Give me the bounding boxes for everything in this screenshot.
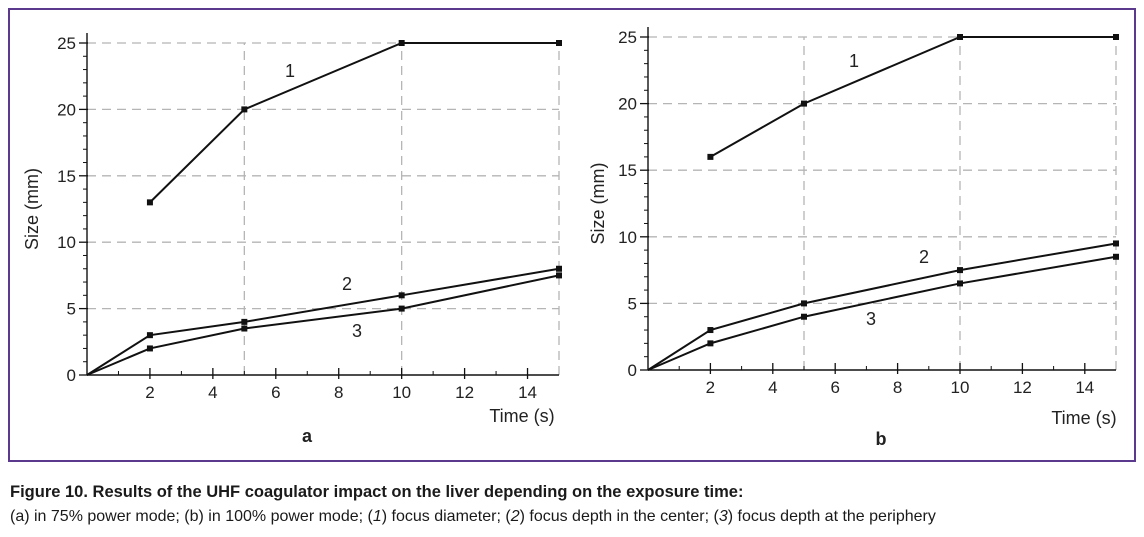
series-line-2 — [647, 242, 1117, 371]
data-point-series-1 — [1113, 34, 1119, 40]
series-label-2: 2 — [919, 247, 929, 267]
y-tick-label: 0 — [67, 366, 76, 385]
data-point-series-3 — [146, 345, 153, 352]
series-line-1 — [709, 36, 1116, 158]
data-point-series-3 — [957, 280, 963, 287]
data-point-series-1 — [146, 199, 153, 206]
x-tick-label: 4 — [768, 378, 777, 397]
y-tick-label: 5 — [628, 294, 637, 313]
data-point-series-1 — [398, 40, 405, 46]
x-tick-label: 8 — [334, 383, 343, 402]
data-point-series-3 — [1113, 253, 1119, 260]
y-tick-label: 25 — [618, 28, 637, 47]
data-point-series-2 — [398, 292, 405, 299]
data-point-series-1 — [707, 153, 714, 160]
x-tick-label: 10 — [392, 383, 411, 402]
data-point-series-1 — [556, 40, 562, 46]
data-point-series-2 — [957, 267, 963, 274]
series-line-1 — [149, 42, 559, 204]
y-tick-label: 15 — [57, 167, 76, 186]
caption-body-part: 2 — [510, 508, 520, 525]
series-label-2: 2 — [342, 274, 352, 294]
series-label-3: 3 — [352, 321, 362, 341]
data-point-series-2 — [556, 265, 562, 272]
y-axis-label: Size (mm) — [22, 168, 42, 250]
caption-body-part: ) focus diameter; ( — [381, 508, 511, 525]
panel-label: b — [876, 429, 887, 449]
y-tick-label: 15 — [618, 161, 637, 180]
y-tick-label: 20 — [57, 100, 76, 119]
series-line-2 — [86, 267, 560, 376]
series-label-1: 1 — [849, 51, 859, 71]
y-tick-label: 0 — [628, 361, 637, 380]
y-tick-label: 25 — [57, 34, 76, 53]
caption-body-part: ) focus depth in the center; ( — [519, 508, 719, 525]
x-tick-label: 12 — [455, 383, 474, 402]
caption-body-part: (a) in 75% power mode; (b) in 100% power… — [10, 508, 373, 525]
y-tick-label: 10 — [618, 228, 637, 247]
x-tick-label: 6 — [830, 378, 839, 397]
x-tick-label: 8 — [893, 378, 902, 397]
data-point-series-1 — [241, 106, 248, 113]
data-point-series-1 — [801, 100, 807, 107]
data-point-series-3 — [241, 325, 248, 332]
caption-body-part: 3 — [718, 508, 728, 525]
data-point-series-2 — [241, 318, 248, 325]
x-tick-label: 10 — [951, 378, 970, 397]
panel-label: a — [302, 426, 313, 446]
caption-body-part: ) focus depth at the periphery — [727, 508, 936, 525]
data-point-series-3 — [398, 305, 405, 312]
data-point-series-3 — [801, 313, 807, 320]
y-tick-label: 5 — [67, 300, 76, 319]
figure-caption-body: (a) in 75% power mode; (b) in 100% power… — [10, 507, 936, 527]
data-point-series-2 — [801, 300, 807, 307]
x-axis-label: Time (s) — [489, 406, 554, 426]
x-tick-label: 14 — [518, 383, 537, 402]
x-axis-label: Time (s) — [1051, 408, 1116, 428]
caption-body-part: 1 — [372, 508, 382, 525]
series-label-1: 1 — [285, 61, 295, 81]
x-tick-label: 12 — [1013, 378, 1032, 397]
data-point-series-3 — [556, 272, 562, 279]
series-line-3 — [86, 274, 560, 376]
series-line-3 — [647, 255, 1117, 371]
y-axis-label: Size (mm) — [588, 163, 608, 245]
data-point-series-2 — [146, 332, 153, 339]
data-point-series-3 — [707, 340, 714, 347]
data-point-series-1 — [957, 34, 963, 40]
figure-caption-title: Figure 10. Results of the UHF coagulator… — [10, 483, 744, 501]
x-tick-label: 14 — [1075, 378, 1094, 397]
y-tick-label: 10 — [57, 233, 76, 252]
x-tick-label: 2 — [145, 383, 154, 402]
figure-frame — [8, 8, 1136, 462]
data-point-series-2 — [1113, 240, 1119, 247]
series-label-3: 3 — [866, 309, 876, 329]
y-tick-label: 20 — [618, 95, 637, 114]
x-tick-label: 4 — [208, 383, 217, 402]
x-tick-label: 6 — [271, 383, 280, 402]
x-tick-label: 2 — [706, 378, 715, 397]
data-point-series-2 — [707, 327, 714, 334]
